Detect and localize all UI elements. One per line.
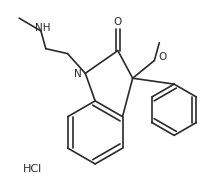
- Text: O: O: [114, 17, 122, 27]
- Text: NH: NH: [35, 23, 51, 33]
- Text: N: N: [74, 69, 81, 79]
- Text: HCl: HCl: [23, 164, 42, 174]
- Text: O: O: [158, 52, 166, 62]
